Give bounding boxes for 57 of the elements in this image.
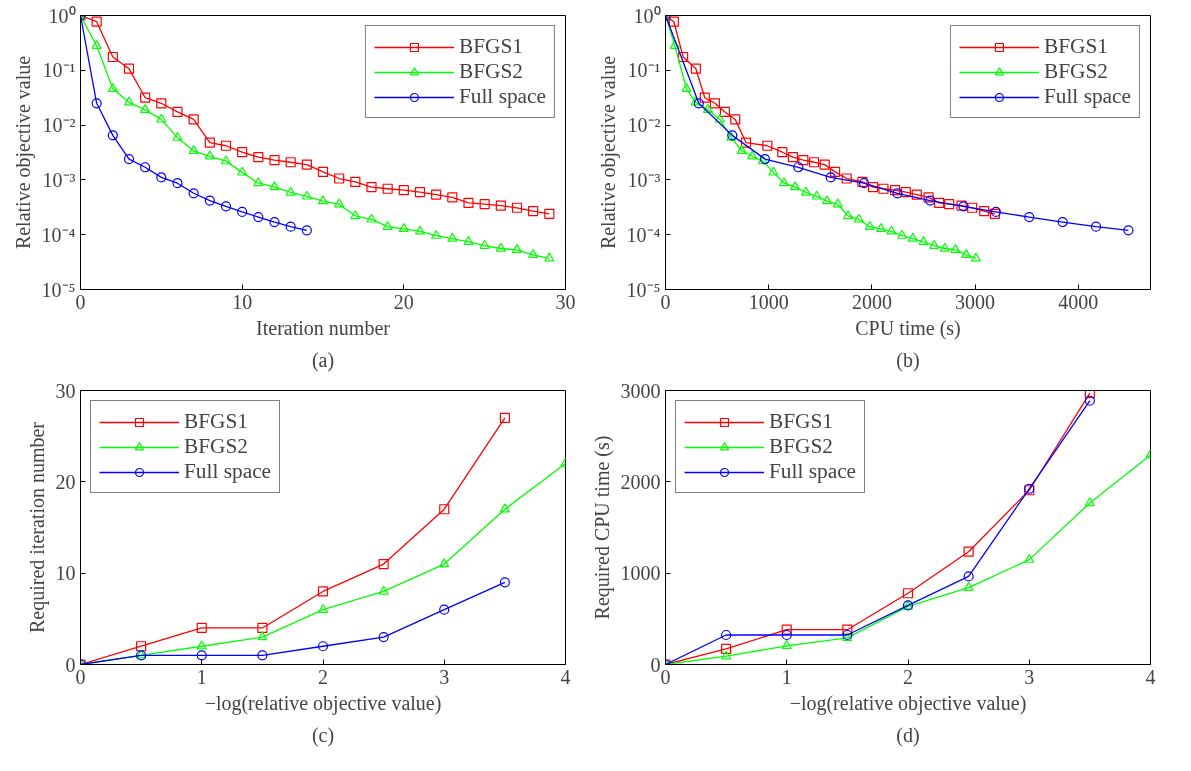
- x-tick-label: 2000: [851, 290, 892, 313]
- legend-label: BFGS1: [769, 409, 834, 434]
- y-axis-title: Required CPU time (s): [590, 435, 614, 620]
- y-tick-label: 10⁻²: [627, 114, 661, 137]
- x-tick-label: 3000: [955, 290, 996, 313]
- y-tick-label: 10⁻⁵: [41, 278, 76, 301]
- text: (c): [311, 723, 335, 747]
- y-tick-label: 20: [55, 470, 76, 493]
- y-tick-label: 3000: [620, 379, 661, 402]
- legend-label: Full space: [769, 459, 857, 484]
- y-tick-label: 10⁻³: [627, 168, 661, 191]
- x-tick-label: 4000: [1058, 290, 1099, 313]
- x-tick-label: 2: [903, 665, 913, 688]
- y-tick-label: 30: [55, 379, 76, 402]
- text: (b): [896, 348, 920, 372]
- x-axis-title: Iteration number: [256, 316, 391, 339]
- legend-label: BFGS2: [769, 434, 834, 459]
- y-tick-label: 10⁰: [633, 4, 661, 27]
- y-tick-label: 10⁻¹: [627, 59, 661, 82]
- y-tick-label: 10⁰: [48, 4, 76, 27]
- y-tick-label: 1000: [620, 562, 661, 585]
- x-tick-label: 20: [393, 290, 414, 313]
- legend-label: Full space: [184, 459, 272, 484]
- y-axis-title: Relative objective value: [11, 55, 35, 250]
- legend-label: BFGS2: [1043, 59, 1108, 84]
- legend-label: Full space: [1043, 84, 1131, 109]
- y-tick-label: 10⁻⁵: [626, 278, 661, 301]
- x-tick-label: 10: [232, 290, 253, 313]
- y-tick-label: 10⁻²: [42, 114, 76, 137]
- text: (d): [896, 723, 920, 747]
- x-axis-title: CPU time (s): [855, 316, 961, 340]
- legend-label: Full space: [458, 84, 546, 109]
- legend-label: BFGS1: [1043, 34, 1108, 59]
- x-tick-label: 4: [560, 665, 571, 688]
- y-tick-label: 10: [55, 562, 76, 585]
- y-tick-label: 2000: [620, 470, 661, 493]
- x-tick-label: 4: [1145, 665, 1156, 688]
- y-tick-label: 10⁻⁴: [41, 223, 76, 246]
- x-tick-label: 3: [439, 665, 450, 688]
- x-tick-label: 1: [781, 665, 792, 688]
- legend-label: BFGS1: [184, 409, 249, 434]
- legend-label: BFGS2: [458, 59, 523, 84]
- legend-label: BFGS2: [184, 434, 249, 459]
- text: (a): [311, 348, 335, 372]
- x-tick-label: 3: [1024, 665, 1035, 688]
- y-axis-title: Relative objective value: [596, 55, 620, 250]
- x-axis-title: −log(relative objective value): [204, 691, 442, 715]
- y-tick-label: 10⁻³: [42, 168, 76, 191]
- y-tick-label: 10⁻¹: [42, 59, 76, 82]
- x-axis-title: −log(relative objective value): [789, 691, 1027, 715]
- x-tick-label: 1000: [748, 290, 789, 313]
- y-axis-title: Required iteration number: [25, 421, 49, 634]
- x-tick-label: 30: [555, 290, 576, 313]
- y-tick-label: 10⁻⁴: [626, 223, 661, 246]
- x-tick-label: 2: [318, 665, 328, 688]
- legend-label: BFGS1: [458, 34, 523, 59]
- x-tick-label: 1: [196, 665, 207, 688]
